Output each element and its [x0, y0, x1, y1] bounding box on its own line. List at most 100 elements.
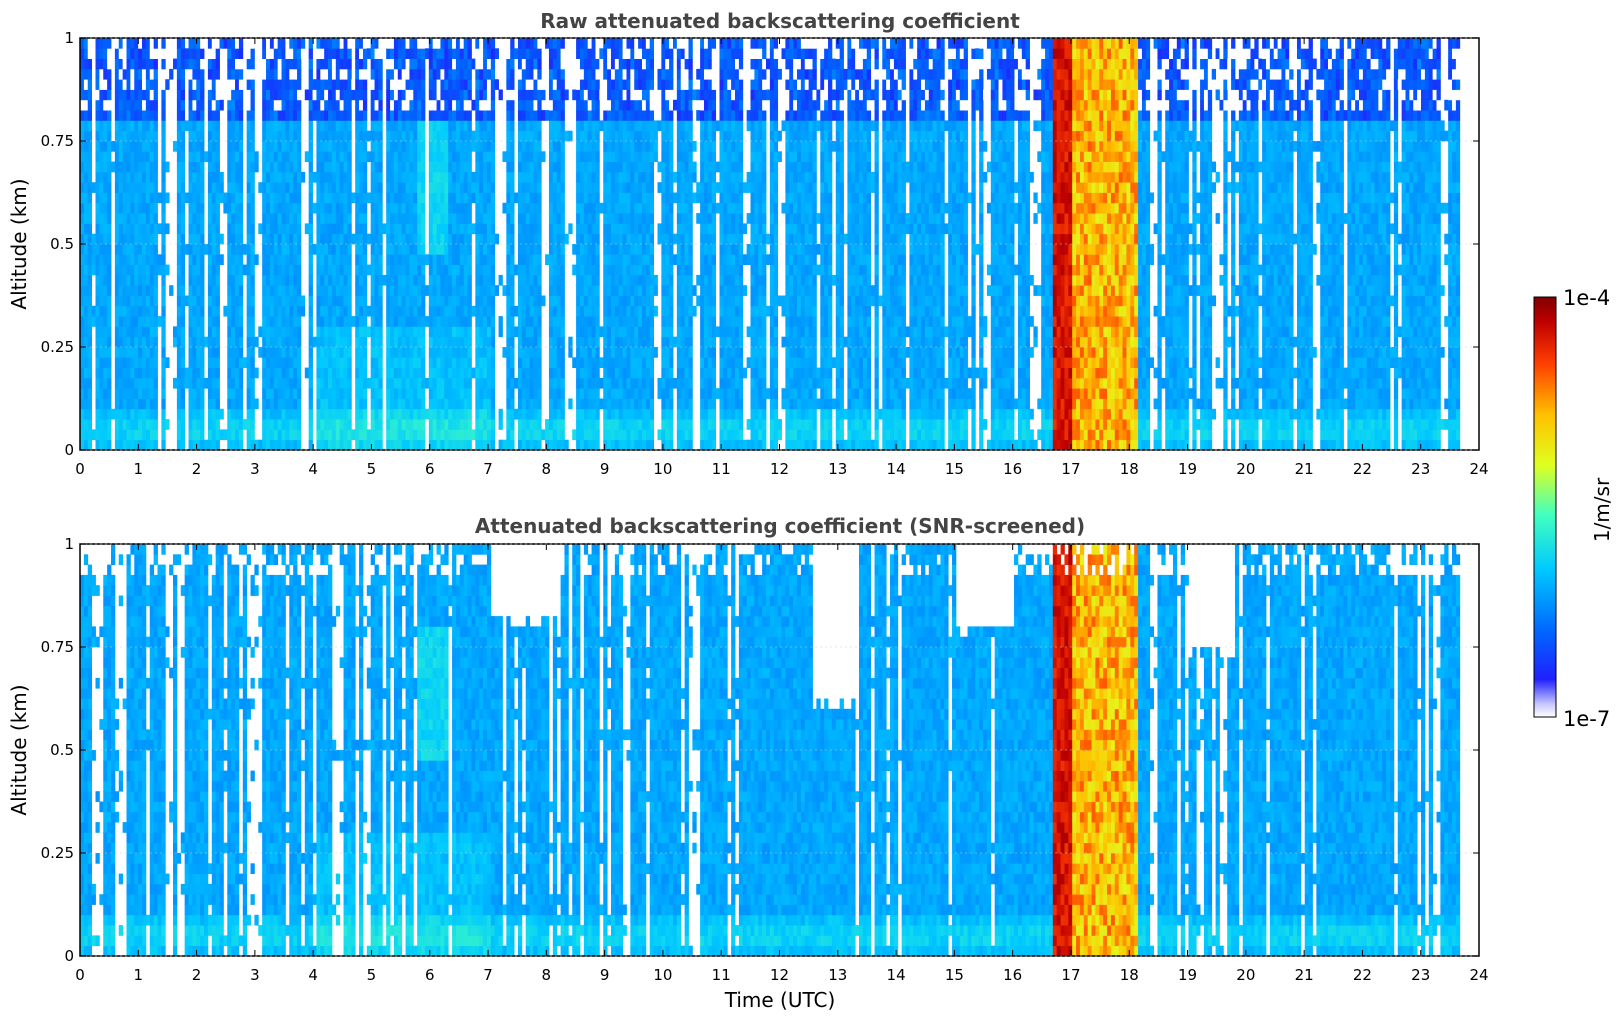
heatmap-cell [556, 336, 561, 348]
heatmap-cell [444, 48, 449, 59]
heatmap-cell [149, 48, 155, 59]
heatmap-cell [428, 130, 434, 142]
heatmap-cell [641, 398, 647, 410]
heatmap-cell [645, 398, 651, 410]
heatmap-cell [634, 419, 639, 430]
heatmap-cell [134, 408, 139, 420]
heatmap-cell [269, 419, 275, 430]
heatmap-cell [262, 254, 267, 265]
heatmap-cell [339, 38, 344, 49]
heatmap-cell [196, 295, 201, 307]
heatmap-cell [583, 120, 589, 132]
heatmap-cell [444, 79, 449, 90]
heatmap-cell [339, 336, 344, 348]
heatmap-cell [576, 316, 581, 327]
heatmap-cell [413, 48, 418, 59]
heatmap-cell [417, 429, 422, 441]
heatmap-cell [630, 48, 635, 59]
heatmap-cell [483, 367, 488, 379]
heatmap-cell [145, 264, 151, 276]
heatmap-cell [490, 171, 496, 183]
heatmap-cell [258, 326, 263, 338]
heatmap-cell [653, 120, 658, 132]
heatmap-cell [176, 171, 182, 183]
heatmap-cell [552, 48, 558, 59]
heatmap-cell [118, 388, 124, 399]
heatmap-cell [610, 274, 616, 286]
heatmap-cell [560, 79, 565, 90]
heatmap-cell [320, 120, 325, 132]
heatmap-cell [328, 254, 333, 265]
heatmap-cell [378, 151, 383, 162]
heatmap-cell [273, 408, 279, 420]
heatmap-cell [277, 141, 282, 152]
heatmap-cell [444, 38, 449, 49]
heatmap-cell [339, 120, 344, 132]
heatmap-cell [149, 192, 155, 204]
heatmap-cell [533, 377, 538, 389]
heatmap-cell [607, 110, 612, 121]
heatmap-cell [432, 419, 437, 430]
heatmap-cell [347, 110, 352, 121]
heatmap-cell [215, 326, 220, 338]
heatmap-cell [130, 408, 135, 420]
heatmap-cell [432, 202, 437, 214]
heatmap-cell [413, 347, 418, 358]
heatmap-cell [293, 120, 298, 132]
heatmap-cell [211, 264, 217, 276]
heatmap-cell [227, 264, 232, 276]
heatmap-cell [459, 171, 465, 183]
heatmap-cell [390, 38, 395, 49]
heatmap-cell [510, 233, 515, 245]
heatmap-cell [378, 367, 383, 379]
heatmap-cell [297, 429, 302, 441]
heatmap-cell [293, 408, 298, 420]
heatmap-cell [649, 254, 655, 265]
heatmap-cell [215, 202, 220, 214]
heatmap-cell [436, 439, 441, 450]
heatmap-cell [405, 377, 410, 389]
heatmap-cell [362, 285, 368, 296]
heatmap-cell [413, 171, 418, 183]
heatmap-cell [452, 285, 457, 296]
heatmap-cell [339, 295, 344, 307]
heatmap-cell [486, 79, 492, 90]
heatmap-cell [661, 285, 666, 296]
heatmap-cell [409, 141, 414, 152]
heatmap-cell [498, 316, 503, 327]
heatmap-cell [521, 285, 527, 296]
heatmap-cell [293, 58, 298, 70]
heatmap-cell [293, 38, 298, 49]
heatmap-cell [204, 151, 209, 162]
heatmap-cell [142, 120, 147, 132]
heatmap-cell [200, 439, 205, 450]
heatmap-cell [192, 398, 197, 410]
heatmap-cell [421, 254, 426, 265]
heatmap-cell [560, 223, 565, 235]
heatmap-cell [200, 171, 205, 183]
heatmap-cell [250, 141, 255, 152]
heatmap-cell [579, 48, 585, 59]
heatmap-cell [180, 388, 186, 399]
heatmap-cell [250, 357, 255, 368]
heatmap-cell [343, 38, 348, 49]
heatmap-cell [413, 326, 418, 338]
heatmap-cell [80, 305, 85, 317]
heatmap-cell [184, 377, 189, 389]
heatmap-cell [378, 182, 383, 193]
heatmap-cell [130, 285, 135, 296]
heatmap-cell [665, 244, 670, 255]
heatmap-cell [548, 130, 554, 142]
heatmap-cell [479, 38, 484, 49]
heatmap-cell [320, 429, 325, 441]
heatmap-cell [293, 398, 298, 410]
heatmap-cell [618, 171, 624, 183]
heatmap-cell [335, 254, 341, 265]
heatmap-cell [459, 285, 465, 296]
heatmap-cell [436, 326, 441, 338]
heatmap-cell [328, 367, 333, 379]
heatmap-cell [235, 244, 240, 255]
heatmap-cell [386, 38, 391, 49]
heatmap-cell [269, 182, 275, 193]
heatmap-cell [355, 367, 360, 379]
